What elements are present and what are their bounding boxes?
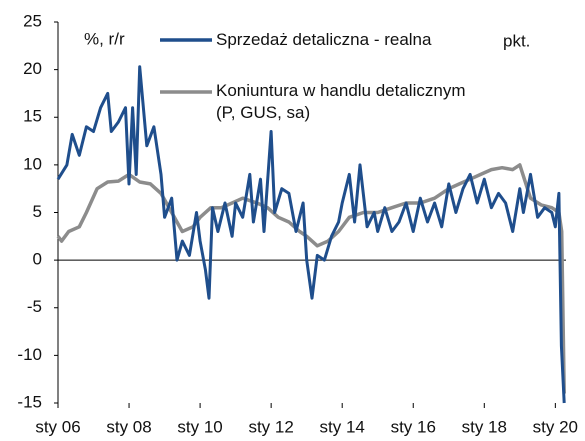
x-tick-label: sty 18 bbox=[462, 417, 507, 436]
y-axis-label: %, r/r bbox=[84, 29, 125, 48]
x-tick-label: sty 08 bbox=[106, 417, 151, 436]
y-tick-label: -5 bbox=[27, 297, 42, 316]
y-tick-label: -15 bbox=[17, 392, 42, 411]
y-tick-label: 15 bbox=[23, 107, 42, 126]
x-tick-label: sty 12 bbox=[248, 417, 293, 436]
x-tick-label: sty 14 bbox=[320, 417, 365, 436]
y-tick-label: -10 bbox=[17, 345, 42, 364]
y-tick-label: 0 bbox=[33, 250, 42, 269]
series-line bbox=[56, 65, 566, 404]
x-tick-label: sty 20 bbox=[533, 417, 578, 436]
legend-label: Koniuntura w handlu detalicznym (P, GUS,… bbox=[216, 81, 466, 122]
y-tick-label: 5 bbox=[33, 202, 42, 221]
legend-label: Sprzedaż detaliczna - realna bbox=[216, 30, 432, 49]
x-tick-label: sty 06 bbox=[35, 417, 80, 436]
y-tick-label: 25 bbox=[23, 11, 42, 30]
y-tick-label: 20 bbox=[23, 59, 42, 78]
y-tick-label: 10 bbox=[23, 154, 42, 173]
x-tick-label: sty 10 bbox=[177, 417, 222, 436]
y2-axis-label: pkt. bbox=[503, 31, 530, 50]
x-tick-label: sty 16 bbox=[391, 417, 436, 436]
